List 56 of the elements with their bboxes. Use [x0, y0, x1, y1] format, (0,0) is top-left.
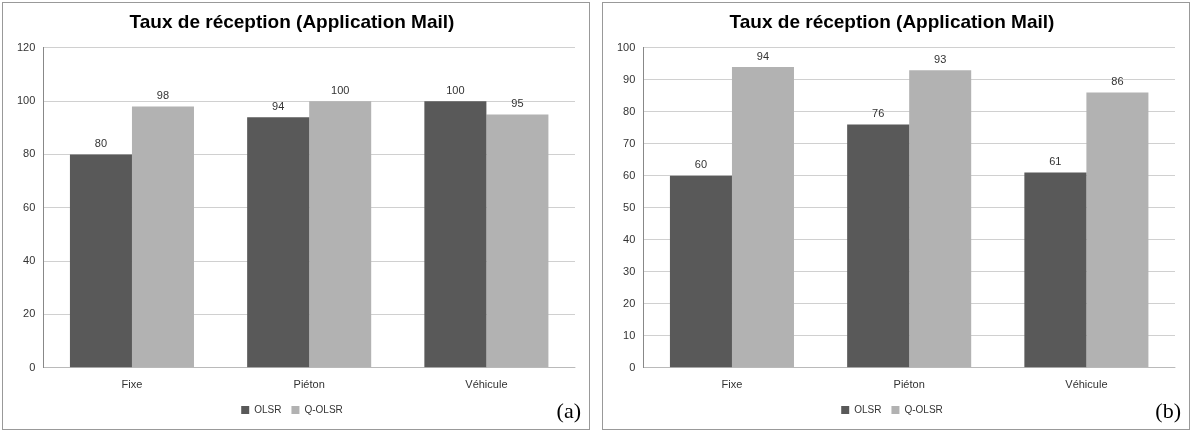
x-tick-label: Véhicule — [1065, 378, 1108, 391]
y-tick-label: 30 — [623, 264, 636, 277]
data-label: 94 — [272, 99, 285, 112]
text: (a) — [556, 397, 581, 423]
legend-label: Q-OLSR — [304, 403, 343, 415]
bar — [847, 124, 910, 368]
legend-label: OLSR — [854, 403, 882, 415]
x-tick-label: Véhicule — [465, 378, 508, 391]
data-label: 76 — [872, 107, 885, 120]
x-tick-label: Fixe — [121, 378, 143, 391]
y-tick-label: 80 — [623, 104, 636, 117]
y-tick-label: 100 — [16, 94, 36, 107]
chart-title: Taux de réception (Application Mail) — [729, 10, 1055, 32]
x-tick-label: Fixe — [721, 378, 743, 391]
bar — [424, 101, 487, 368]
legend-label: Q-OLSR — [904, 403, 943, 415]
x-tick-label: Piéton — [893, 378, 925, 391]
bar — [247, 117, 310, 368]
y-tick-label: 0 — [629, 360, 636, 373]
bar — [669, 175, 732, 368]
y-tick-label: 40 — [623, 232, 636, 245]
data-label: 60 — [694, 158, 708, 171]
data-label: 94 — [756, 49, 770, 62]
y-tick-label: 90 — [623, 72, 636, 85]
y-tick-label: 20 — [23, 307, 36, 320]
y-tick-label: 60 — [23, 200, 36, 213]
data-label: 100 — [331, 83, 350, 96]
y-tick-label: 20 — [623, 296, 636, 309]
y-tick-label: 50 — [623, 200, 636, 213]
text: (b) — [1155, 397, 1181, 423]
y-tick-label: 0 — [29, 360, 36, 373]
y-tick-label: 100 — [616, 40, 636, 53]
y-tick-label: 60 — [623, 168, 636, 181]
chart-title: Taux de réception (Application Mail) — [129, 10, 455, 32]
bar — [309, 101, 372, 368]
y-tick-label: 80 — [23, 147, 36, 160]
data-label: 100 — [446, 83, 465, 96]
data-label: 61 — [1049, 155, 1062, 168]
bar — [486, 114, 549, 368]
bar — [1024, 172, 1087, 368]
data-label: 80 — [94, 137, 108, 149]
bar — [909, 70, 972, 368]
y-tick-label: 10 — [623, 328, 636, 341]
bar — [69, 154, 132, 368]
x-tick-label: Piéton — [293, 378, 325, 391]
bar — [731, 67, 794, 368]
bar — [131, 106, 194, 368]
y-tick-label: 70 — [623, 136, 636, 149]
data-label: 95 — [511, 97, 524, 109]
data-label: 93 — [934, 52, 947, 65]
bar — [1086, 92, 1149, 368]
y-tick-label: 120 — [16, 40, 36, 53]
y-tick-label: 40 — [23, 254, 36, 267]
data-label: 98 — [156, 89, 170, 101]
data-label: 86 — [1111, 75, 1124, 88]
legend-label: OLSR — [254, 403, 282, 415]
